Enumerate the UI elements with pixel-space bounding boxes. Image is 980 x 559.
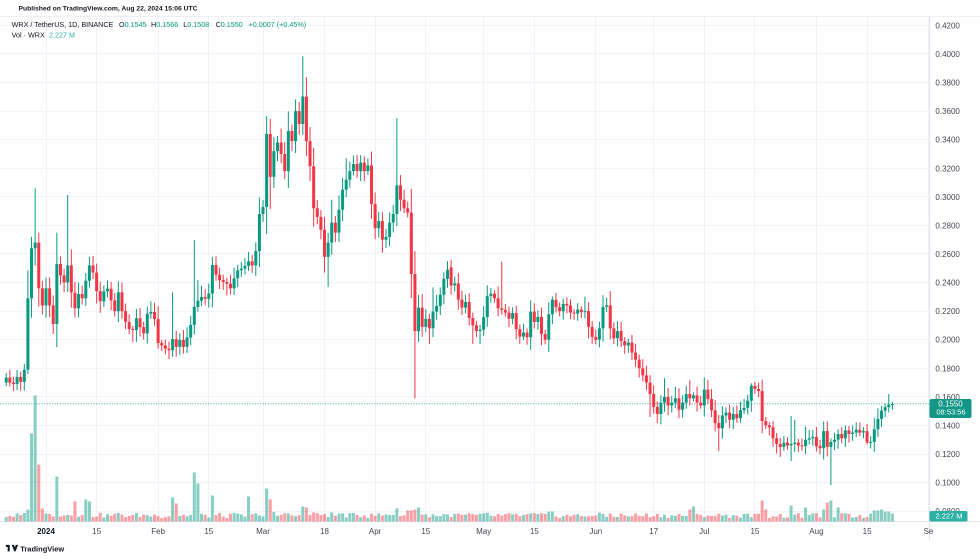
svg-text:0.2000: 0.2000 [935, 336, 960, 345]
svg-text:0.1200: 0.1200 [935, 450, 960, 459]
svg-text:Jun: Jun [589, 527, 602, 536]
svg-text:0.1550: 0.1550 [938, 400, 963, 409]
svg-text:May: May [476, 527, 491, 536]
svg-text:08:53:56: 08:53:56 [936, 407, 965, 416]
svg-text:0.1600: 0.1600 [935, 393, 960, 402]
svg-text:+0.0007 (+0.45%): +0.0007 (+0.45%) [249, 20, 307, 29]
svg-text:0.2600: 0.2600 [935, 250, 960, 259]
svg-text:17: 17 [649, 527, 658, 536]
svg-text:15: 15 [530, 527, 539, 536]
svg-text:Published on TradingView.com,: Published on TradingView.com, Aug 22, 20… [19, 6, 198, 13]
svg-text:0.1400: 0.1400 [935, 421, 960, 430]
svg-text:15: 15 [92, 527, 101, 536]
svg-text:0.3600: 0.3600 [935, 107, 960, 116]
svg-text:TradingView: TradingView [20, 545, 64, 554]
svg-text:0.3400: 0.3400 [935, 136, 960, 145]
svg-text:15: 15 [421, 527, 430, 536]
svg-text:0.3000: 0.3000 [935, 193, 960, 202]
svg-text:18: 18 [320, 527, 329, 536]
svg-text:Apr: Apr [369, 527, 382, 536]
svg-text:0.3200: 0.3200 [935, 164, 960, 173]
svg-text:15: 15 [750, 527, 759, 536]
svg-text:0.2400: 0.2400 [935, 279, 960, 288]
svg-text:0.1000: 0.1000 [935, 479, 960, 488]
svg-text:Vol · WRX: Vol · WRX [12, 31, 45, 40]
svg-text:2.227 M: 2.227 M [49, 31, 75, 40]
svg-text:0.2800: 0.2800 [935, 221, 960, 230]
svg-text:Mar: Mar [256, 527, 270, 536]
svg-text:15: 15 [863, 527, 872, 536]
svg-text:WRX / TetherUS, 1D, BINANCE: WRX / TetherUS, 1D, BINANCE [12, 20, 114, 29]
svg-text:O0.1545: O0.1545 [119, 20, 147, 29]
svg-text:2024: 2024 [37, 527, 55, 536]
svg-text:L0.1508: L0.1508 [183, 20, 209, 29]
svg-text:15: 15 [204, 527, 213, 536]
svg-text:0.4000: 0.4000 [935, 50, 960, 59]
svg-text:2.227 M: 2.227 M [935, 512, 962, 521]
svg-text:Jul: Jul [699, 527, 709, 536]
svg-text:0.1800: 0.1800 [935, 364, 960, 373]
svg-text:0.4200: 0.4200 [935, 21, 960, 30]
svg-text:0.2200: 0.2200 [935, 307, 960, 316]
svg-text:Feb: Feb [151, 527, 165, 536]
svg-text:0.3800: 0.3800 [935, 79, 960, 88]
svg-text:Se: Se [924, 527, 934, 536]
svg-text:H0.1566: H0.1566 [151, 20, 178, 29]
svg-text:C0.1550: C0.1550 [216, 20, 243, 29]
svg-text:Aug: Aug [809, 527, 823, 536]
